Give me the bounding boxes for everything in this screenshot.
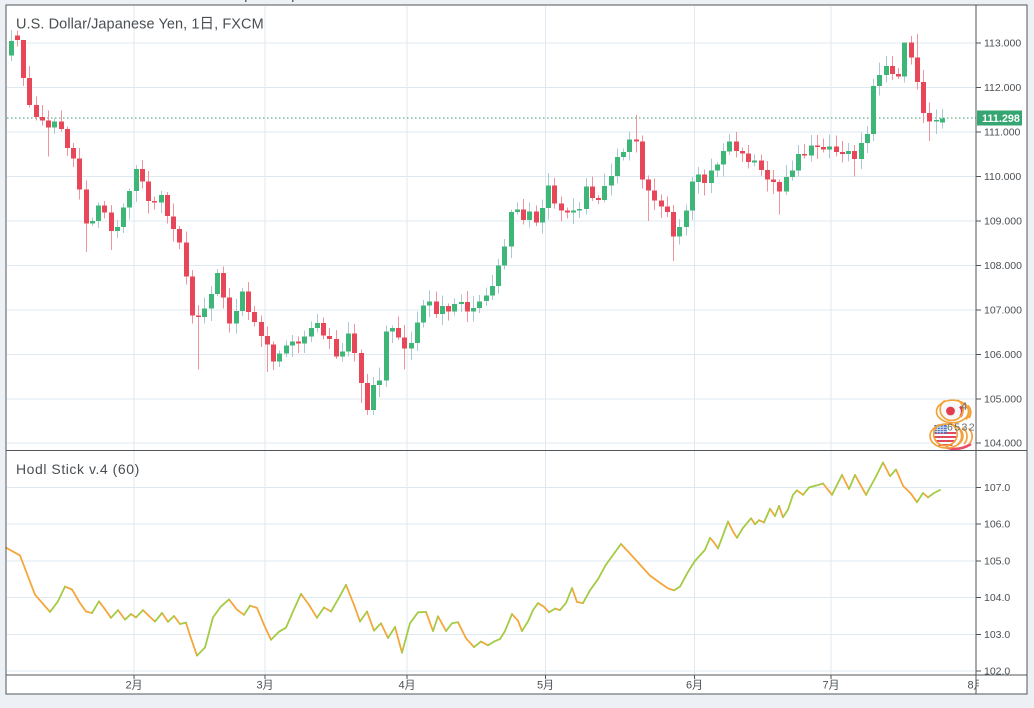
svg-text:U.S. Dollar/Japanese Yen, 1日,: U.S. Dollar/Japanese Yen, 1日, FXCM (16, 17, 264, 33)
svg-text:103.0: 103.0 (984, 629, 1010, 641)
svg-text:111.000: 111.000 (984, 127, 1021, 139)
svg-text:113.000: 113.000 (984, 38, 1021, 50)
svg-text:109.000: 109.000 (984, 215, 1022, 227)
svg-text:104.0: 104.0 (984, 592, 1010, 604)
svg-text:4月: 4月 (398, 680, 415, 692)
svg-text:6532: 6532 (947, 422, 976, 434)
svg-text:8月: 8月 (967, 680, 984, 692)
svg-text:105.0: 105.0 (984, 555, 1010, 567)
svg-text:5月: 5月 (537, 680, 554, 692)
svg-text:107.0: 107.0 (984, 482, 1010, 494)
svg-text:112.000: 112.000 (984, 82, 1021, 94)
svg-text:102.0: 102.0 (984, 666, 1010, 678)
svg-text:7月: 7月 (822, 680, 839, 692)
svg-text:104.000: 104.000 (984, 438, 1022, 450)
svg-text:111.298: 111.298 (982, 113, 1020, 125)
svg-text:110.000: 110.000 (984, 171, 1021, 183)
svg-text:2月: 2月 (125, 680, 142, 692)
svg-text:106.000: 106.000 (984, 349, 1022, 361)
svg-text:4: 4 (961, 401, 967, 413)
svg-text:105.000: 105.000 (984, 393, 1022, 405)
svg-text:107.000: 107.000 (984, 304, 1022, 316)
svg-text:3月: 3月 (256, 680, 273, 692)
svg-text:Hodl Stick v.4 (60): Hodl Stick v.4 (60) (16, 461, 140, 477)
svg-text:6月: 6月 (686, 680, 703, 692)
svg-text:106.0: 106.0 (984, 519, 1010, 531)
svg-text:108.000: 108.000 (984, 260, 1022, 272)
